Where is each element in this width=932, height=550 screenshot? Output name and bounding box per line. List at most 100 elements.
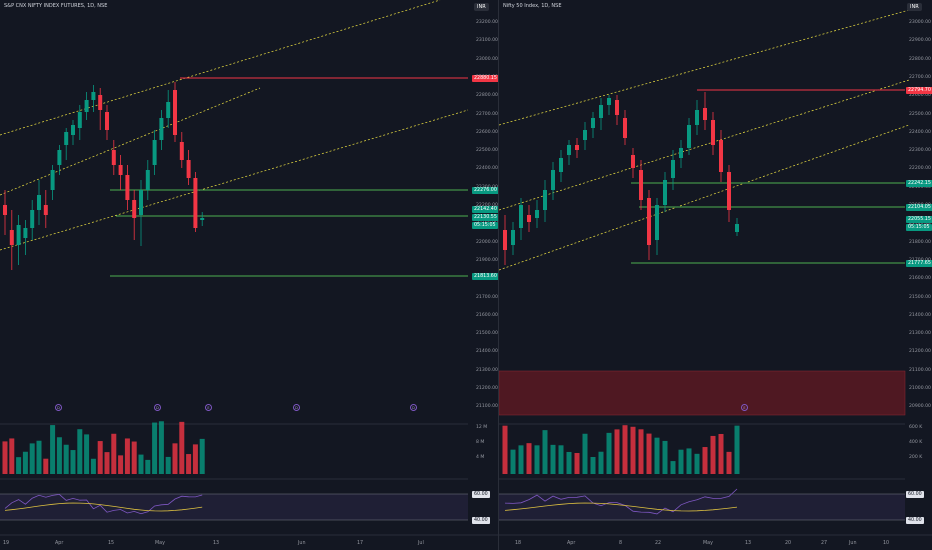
right-time-tick: 8 — [619, 541, 623, 546]
right-volume-bar — [582, 433, 588, 474]
left-time-tick: 17 — [357, 541, 364, 546]
left-price-tick: 21200.00 — [476, 386, 498, 391]
left-candle-body — [159, 118, 164, 140]
left-price-badge: 22276.00 — [472, 187, 498, 194]
left-volume-tick: 12 M — [476, 425, 488, 430]
left-volume-bar — [179, 421, 185, 474]
right-candle-body — [735, 224, 739, 232]
right-volume-bar — [542, 430, 548, 474]
left-channel-line — [0, 87, 261, 196]
right-volume-bar — [710, 435, 716, 474]
right-event-icon[interactable]: E — [741, 404, 748, 411]
right-candle-body — [719, 140, 723, 172]
left-volume-bar — [199, 438, 205, 474]
right-chart-canvas[interactable] — [499, 0, 932, 550]
left-volume-bar — [36, 440, 42, 474]
left-price-badge: 05:15:05 — [472, 222, 498, 229]
left-channel-line — [0, 109, 469, 251]
left-price-tick: 21500.00 — [476, 331, 498, 337]
right-candle-body — [695, 110, 699, 125]
right-candle-body — [671, 160, 675, 178]
left-time-tick: Jun — [298, 541, 306, 546]
left-volume-bar — [145, 459, 151, 474]
left-candle-body — [105, 112, 109, 130]
left-candle-body — [9, 230, 14, 245]
right-price-tick: 21600.00 — [909, 276, 931, 282]
right-volume-bar — [734, 425, 740, 474]
right-channel-line — [499, 9, 910, 126]
left-time-tick: 13 — [213, 541, 220, 546]
left-chart-pane[interactable]: S&P CNX NIFTY INDEX FUTURES, 1D, NSE INR… — [0, 0, 498, 550]
left-candle-body — [91, 92, 96, 100]
left-volume-bar — [118, 455, 124, 474]
right-rsi-line — [504, 488, 738, 515]
right-candle-body — [647, 198, 651, 245]
right-volume-bar — [534, 445, 540, 474]
right-candle-body — [519, 205, 523, 228]
left-volume-bar — [63, 444, 69, 474]
left-candle-body — [118, 165, 123, 175]
left-chart-canvas[interactable] — [0, 0, 498, 550]
right-candle-body — [623, 118, 627, 138]
left-candle-body — [98, 95, 103, 110]
right-volume-bar — [614, 429, 620, 474]
left-volume-bar — [111, 433, 117, 474]
right-candle-body — [527, 215, 531, 222]
left-candle-body — [30, 210, 35, 228]
left-price-tick: 22700.00 — [476, 111, 498, 117]
left-candle-body — [50, 170, 55, 190]
right-candle-body — [655, 205, 659, 240]
right-candle-body — [599, 105, 603, 118]
left-candle-body — [125, 175, 130, 200]
left-candle-body — [139, 190, 143, 215]
left-volume-bar — [186, 454, 192, 474]
left-volume-bar — [124, 438, 130, 474]
left-price-tick: 22800.00 — [476, 93, 498, 99]
right-chart-title: Nifty 50 Index, 1D, NSE — [503, 3, 562, 9]
left-price-tick: 22200.00 — [476, 203, 498, 208]
left-volume-bar — [43, 458, 49, 474]
right-candle-body — [551, 170, 555, 190]
left-price-badge: 22142.40 — [472, 206, 498, 213]
left-price-tick: 22400.00 — [476, 166, 498, 172]
right-price-tick: 21300.00 — [909, 331, 931, 337]
left-candle-body — [84, 100, 89, 112]
left-volume-bar — [172, 443, 178, 474]
right-price-tick: 22500.00 — [909, 111, 931, 117]
left-event-icon[interactable]: D — [293, 404, 300, 411]
left-time-tick: 15 — [108, 541, 115, 546]
right-currency-label[interactable]: INR — [907, 3, 922, 11]
left-rsi-ma-line — [4, 502, 203, 512]
right-time-tick: 10 — [883, 541, 890, 546]
left-currency-label[interactable]: INR — [474, 3, 489, 11]
left-event-icon[interactable]: D — [410, 404, 417, 411]
left-event-icon[interactable]: D — [55, 404, 62, 411]
left-volume-bar — [56, 437, 62, 474]
left-candle-body — [77, 112, 82, 128]
left-volume-bar — [2, 441, 8, 474]
left-candle-body — [166, 102, 171, 118]
left-candle-body — [152, 140, 157, 165]
left-event-icon[interactable]: D — [154, 404, 161, 411]
right-candle-body — [591, 118, 595, 128]
right-chart-pane[interactable]: Nifty 50 Index, 1D, NSE INR 23000.00 2290… — [498, 0, 932, 550]
left-time-tick: Jul — [418, 541, 424, 546]
right-time-tick: Apr — [567, 541, 576, 546]
right-candle-body — [631, 155, 635, 168]
right-volume-bar — [622, 425, 628, 474]
left-candle-body — [179, 142, 184, 160]
left-candle-body — [193, 178, 198, 228]
left-volume-bar — [22, 451, 28, 474]
right-price-tick: 21900.00 — [909, 221, 931, 226]
left-event-icon[interactable]: E — [205, 404, 212, 411]
left-price-tick: 23100.00 — [476, 38, 498, 44]
right-price-tick: 22700.00 — [909, 74, 931, 80]
right-candle-body — [687, 125, 691, 148]
left-volume-bar — [29, 443, 35, 474]
right-volume-bar — [566, 451, 572, 474]
right-time-tick: 27 — [821, 541, 828, 546]
left-volume-bar — [165, 456, 171, 474]
right-volume-bar — [686, 448, 692, 474]
left-volume-bar — [50, 425, 56, 474]
right-time-tick: May — [703, 541, 713, 546]
